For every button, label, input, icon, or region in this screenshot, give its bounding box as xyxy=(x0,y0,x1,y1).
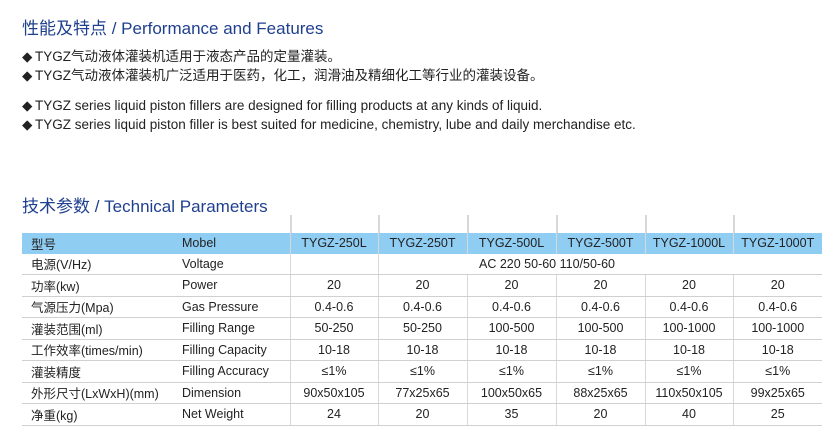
table-cell: 24 xyxy=(289,403,378,426)
feature-list-en: ◆ TYGZ series liquid piston fillers are d… xyxy=(22,96,636,134)
table-cell: 10-18 xyxy=(466,339,556,361)
table-cell: 10-18 xyxy=(644,339,733,361)
table-row: 电源(V/Hz) Voltage AC 220 50-60 110/50-60 xyxy=(22,253,822,275)
table-cell: ≤1% xyxy=(289,360,378,383)
feature-item: ◆ TYGZ series liquid piston fillers are d… xyxy=(22,98,543,113)
row-label-cn: 电源(V/Hz) xyxy=(22,253,173,275)
table-cell: 0.4-0.6 xyxy=(289,296,378,318)
table-cell: ≤1% xyxy=(555,360,645,383)
divider xyxy=(378,215,380,233)
table-row: 外形尺寸(LxWxH)(mm) Dimension 90x50x105 77x25x6… xyxy=(22,382,822,404)
table-row: 功率(kw) Power 20 20 20 20 20 20 xyxy=(22,274,822,297)
table-cell: 20 xyxy=(644,274,733,297)
table-cell xyxy=(733,253,822,275)
divider xyxy=(733,215,735,233)
divider xyxy=(290,215,292,233)
table-cell: 100-500 xyxy=(555,317,645,340)
row-label-cn: 净重(kg) xyxy=(22,403,173,426)
table-cell: 10-18 xyxy=(377,339,467,361)
row-label-cn: 功率(kw) xyxy=(22,274,173,297)
table-cell: 0.4-0.6 xyxy=(644,296,733,318)
features-heading: 性能及特点 / Performance and Features xyxy=(22,19,324,38)
row-label-en: Filling Range xyxy=(173,317,290,340)
table-cell: 20 xyxy=(377,403,467,426)
table-cell: ≤1% xyxy=(466,360,556,383)
table-row: 灌装范围(ml) Filling Range 50-250 50-250 100-500… xyxy=(22,317,822,340)
table-cell: 100-1000 xyxy=(644,317,733,340)
row-label-cn: 灌装精度 xyxy=(22,360,173,383)
table-cell: ≤1% xyxy=(644,360,733,383)
table-cell: 90x50x105 xyxy=(289,382,378,404)
table-cell: 20 xyxy=(555,403,645,426)
row-label-en: Power xyxy=(173,274,290,297)
table-row: 灌装精度 Filling Accuracy ≤1% ≤1% ≤1% ≤1% ≤1% ≤1% xyxy=(22,360,822,383)
table-cell: 50-250 xyxy=(377,317,467,340)
table-row: 净重(kg) Net Weight 24 20 35 20 40 25 xyxy=(22,403,822,426)
table-cell: 100-1000 xyxy=(732,317,822,340)
feature-item: ◆ TYGZ气动液体灌装机适用于液态产品的定量灌装。 xyxy=(22,49,341,64)
table-cell: 20 xyxy=(732,274,822,297)
table-cell: 40 xyxy=(644,403,733,426)
table-cell: 35 xyxy=(466,403,556,426)
table-cell: 50-250 xyxy=(289,317,378,340)
table-cell: 20 xyxy=(377,274,467,297)
table-cell: 100-500 xyxy=(466,317,556,340)
feature-item: ◆ TYGZ series liquid piston filler is bes… xyxy=(22,117,636,132)
table-cell: ≤1% xyxy=(732,360,822,383)
row-label-cn: 灌装范围(ml) xyxy=(22,317,173,340)
table-cell: 110x50x105 xyxy=(644,382,733,404)
table-cell: 77x25x65 xyxy=(377,382,467,404)
table-cell: 0.4-0.6 xyxy=(732,296,822,318)
table-cell: 0.4-0.6 xyxy=(466,296,556,318)
table-cell: 20 xyxy=(289,274,378,297)
feature-list-cn: ◆ TYGZ气动液体灌装机适用于液态产品的定量灌装。 ◆ TYGZ气动液体灌装机广泛… xyxy=(22,47,544,85)
table-cell xyxy=(289,253,378,275)
header-cell: TYGZ-1000L xyxy=(644,233,733,254)
table-cell: 88x25x65 xyxy=(555,382,645,404)
feature-item: ◆ TYGZ气动液体灌装机广泛适用于医药，化工，润滑油及精细化工等行业的灌装设备。 xyxy=(22,68,544,83)
row-label-en: Gas Pressure xyxy=(173,296,290,318)
header-cell: TYGZ-500L xyxy=(466,233,556,254)
table-cell: ≤1% xyxy=(377,360,467,383)
params-table: 型号 Mobel TYGZ-250L TYGZ-250T TYGZ-500L T… xyxy=(22,233,822,426)
table-cell: 0.4-0.6 xyxy=(377,296,467,318)
row-label-en: Voltage xyxy=(173,253,290,275)
table-cell: 20 xyxy=(555,274,645,297)
row-label-cn: 气源压力(Mpa) xyxy=(22,296,173,318)
voltage-value: AC 220 50-60 110/50-60 xyxy=(467,253,733,275)
header-cell: TYGZ-1000T xyxy=(732,233,822,254)
divider xyxy=(645,215,647,233)
row-label-en: Filling Accuracy xyxy=(173,360,290,383)
row-label-en: Filling Capacity xyxy=(173,339,290,361)
table-cell: 20 xyxy=(466,274,556,297)
header-cell: TYGZ-250L xyxy=(289,233,378,254)
table-cell: 25 xyxy=(732,403,822,426)
header-cell: Mobel xyxy=(173,233,290,254)
header-cell: TYGZ-250T xyxy=(377,233,467,254)
row-label-en: Dimension xyxy=(173,382,290,404)
table-header: 型号 Mobel TYGZ-250L TYGZ-250T TYGZ-500L T… xyxy=(22,233,822,254)
table-cell: 99x25x65 xyxy=(732,382,822,404)
divider xyxy=(556,215,558,233)
params-heading: 技术参数 / Technical Parameters xyxy=(22,197,268,216)
divider xyxy=(467,215,469,233)
table-row: 工作效率(times/min) Filling Capacity 10-18 10-1… xyxy=(22,339,822,361)
table-cell: 10-18 xyxy=(732,339,822,361)
header-cell: 型号 xyxy=(22,233,173,254)
row-label-cn: 外形尺寸(LxWxH)(mm) xyxy=(22,382,173,404)
table-cell xyxy=(377,253,467,275)
header-cell: TYGZ-500T xyxy=(555,233,645,254)
table-cell: 0.4-0.6 xyxy=(555,296,645,318)
table-row: 气源压力(Mpa) Gas Pressure 0.4-0.6 0.4-0.6 0.4-0… xyxy=(22,296,822,318)
table-cell: 100x50x65 xyxy=(466,382,556,404)
row-label-en: Net Weight xyxy=(173,403,290,426)
table-cell: 10-18 xyxy=(289,339,378,361)
table-cell: 10-18 xyxy=(555,339,645,361)
row-label-cn: 工作效率(times/min) xyxy=(22,339,173,361)
